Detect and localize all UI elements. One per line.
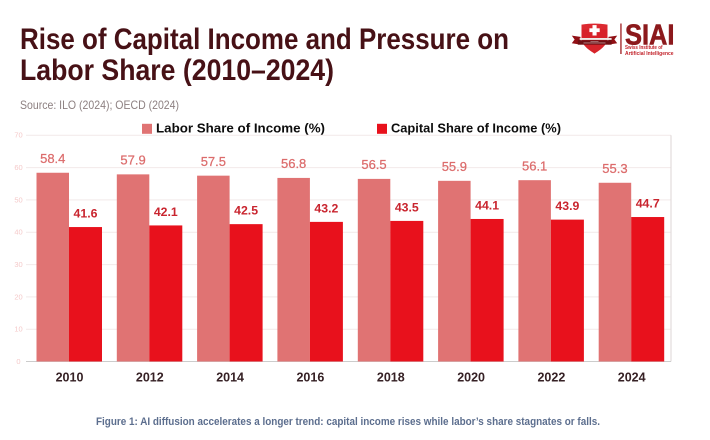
svg-text:SIAI: SIAI (625, 20, 675, 52)
svg-text:Capital Share of Income (%): Capital Share of Income (%) (391, 122, 561, 136)
svg-text:Source: ILO (2024); OECD (2024: Source: ILO (2024); OECD (2024) (20, 98, 179, 112)
svg-text:44.7: 44.7 (636, 196, 660, 210)
svg-text:2010: 2010 (56, 371, 84, 385)
svg-text:Figure 1: AI diffusion acceler: Figure 1: AI diffusion accelerates a lon… (96, 416, 600, 428)
svg-text:70: 70 (14, 131, 22, 140)
svg-text:2012: 2012 (136, 371, 164, 385)
svg-text:40: 40 (14, 228, 22, 237)
svg-text:43.2: 43.2 (314, 201, 338, 215)
svg-text:56.1: 56.1 (522, 158, 547, 173)
svg-text:42.1: 42.1 (154, 205, 178, 219)
svg-text:2020: 2020 (457, 371, 485, 385)
svg-text:30: 30 (14, 260, 22, 269)
svg-text:10: 10 (14, 325, 22, 334)
svg-text:0: 0 (16, 357, 20, 366)
svg-text:58.4: 58.4 (40, 151, 65, 166)
svg-text:57.5: 57.5 (201, 154, 226, 169)
svg-text:55.9: 55.9 (442, 159, 467, 174)
svg-text:Rise of Capital Income and Pre: Rise of Capital Income and Pressure on (20, 23, 509, 56)
svg-text:42.5: 42.5 (234, 204, 258, 218)
svg-text:2024: 2024 (618, 371, 646, 385)
svg-text:Labor Share of Income (%): Labor Share of Income (%) (156, 122, 325, 136)
svg-text:2018: 2018 (377, 371, 405, 385)
svg-text:43.9: 43.9 (555, 199, 579, 213)
svg-text:41.6: 41.6 (74, 207, 98, 221)
svg-text:43.5: 43.5 (395, 200, 419, 214)
svg-text:56.5: 56.5 (361, 157, 386, 172)
svg-text:56.8: 56.8 (281, 156, 306, 171)
svg-text:50: 50 (14, 195, 22, 204)
svg-text:57.9: 57.9 (120, 153, 145, 168)
svg-text:60: 60 (14, 163, 22, 172)
svg-text:44.1: 44.1 (475, 198, 499, 212)
svg-text:Artificial Intelligence: Artificial Intelligence (625, 51, 674, 57)
svg-text:55.3: 55.3 (602, 161, 627, 176)
svg-text:Swiss Institute of: Swiss Institute of (625, 45, 663, 51)
svg-text:2014: 2014 (216, 371, 244, 385)
svg-text:2016: 2016 (296, 371, 324, 385)
svg-text:2022: 2022 (537, 371, 565, 385)
svg-text:Labor Share (2010–2024): Labor Share (2010–2024) (20, 54, 334, 87)
svg-text:20: 20 (14, 292, 22, 301)
